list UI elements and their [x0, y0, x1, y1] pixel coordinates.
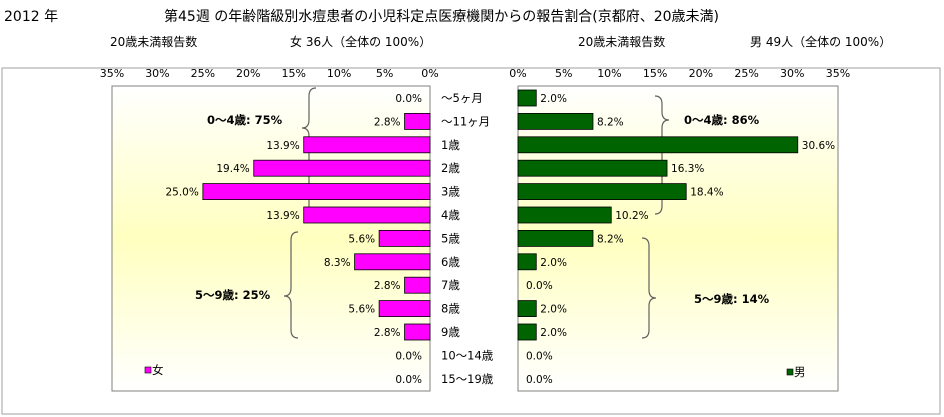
female-data-label: 8.3% — [324, 257, 351, 269]
male-bar — [517, 136, 799, 154]
male-data-label: 2.0% — [540, 257, 567, 269]
category-label: 2歳 — [441, 161, 460, 175]
male-data-label: 8.2% — [597, 116, 624, 128]
male-data-label: 0.0% — [526, 280, 553, 292]
female-data-label: 5.6% — [348, 304, 375, 316]
left-x-tick-label: 35% — [100, 67, 124, 80]
category-label: 7歳 — [441, 278, 460, 292]
female-bar — [404, 276, 431, 294]
female-bar — [303, 206, 431, 224]
category-label: ～5ヶ月 — [441, 91, 483, 105]
female-bar — [378, 300, 431, 318]
female-data-label: 2.8% — [374, 116, 401, 128]
chart-frame — [1, 67, 941, 415]
category-label: 10～14歳 — [441, 348, 494, 362]
female-data-label: 0.0% — [395, 93, 422, 105]
male-data-label: 0.0% — [526, 350, 553, 362]
left-summary: 女 36人（全体の 100%） — [290, 35, 432, 49]
right-x-tick-label: 30% — [780, 67, 804, 80]
category-label: ～11ヶ月 — [441, 114, 490, 128]
female-bar — [404, 323, 431, 341]
female-data-label: 19.4% — [216, 163, 249, 175]
right-group-label-5-9: 5～9歳: 14% — [694, 292, 770, 306]
male-bar — [517, 253, 537, 271]
left-x-tick-label: 20% — [236, 67, 260, 80]
female-bar — [354, 253, 431, 271]
category-label: 4歳 — [441, 208, 460, 222]
male-bar — [517, 113, 594, 130]
male-legend-swatch — [786, 368, 794, 376]
right-summary: 男 49人（全体の 100%） — [750, 35, 892, 49]
category-label: 8歳 — [441, 302, 460, 316]
male-data-label: 8.2% — [597, 233, 624, 245]
male-data-label: 30.6% — [802, 140, 835, 152]
left-x-tick-label: 5% — [376, 67, 393, 80]
left-x-tick-label: 25% — [191, 67, 215, 80]
left-x-tick-label: 15% — [281, 67, 305, 80]
left-x-tick-label: 30% — [145, 67, 169, 80]
category-label: 5歳 — [441, 231, 460, 245]
female-data-label: 25.0% — [165, 187, 198, 199]
male-data-label: 2.0% — [540, 93, 567, 105]
male-bar — [517, 89, 537, 107]
female-data-label: 0.0% — [395, 374, 422, 386]
category-label: 15～19歳 — [441, 372, 494, 386]
male-data-label: 2.0% — [540, 304, 567, 316]
category-label: 9歳 — [441, 325, 460, 339]
right-group-label-0-4: 0～4歳: 86% — [684, 113, 760, 127]
female-data-label: 0.0% — [395, 350, 422, 362]
right-brace-0-4 — [654, 95, 670, 215]
category-label: 1歳 — [441, 138, 460, 152]
female-bar — [253, 159, 431, 177]
chart-year: 2012 年 — [4, 9, 59, 25]
left-x-tick-label: 10% — [327, 67, 351, 80]
male-data-label: 2.0% — [540, 327, 567, 339]
male-data-label: 10.2% — [615, 210, 648, 222]
female-legend-label: 女 — [152, 363, 164, 377]
left-report-label: 20歳未満報告数 — [110, 35, 198, 49]
chart-title: 第45週 の年齢階級別水痘患者の小児科定点医療機関からの報告割合(京都府、20歳… — [164, 9, 720, 25]
right-brace-5-9 — [641, 237, 657, 339]
female-data-label: 13.9% — [266, 210, 299, 222]
right-x-tick-label: 25% — [734, 67, 758, 80]
right-x-tick-label: 10% — [597, 67, 621, 80]
male-bar — [517, 159, 668, 177]
male-data-label: 16.3% — [671, 163, 704, 175]
category-label: 3歳 — [441, 185, 460, 199]
male-data-label: 18.4% — [690, 187, 723, 199]
male-bar — [517, 206, 612, 224]
left-x-tick-label: 0% — [421, 67, 438, 80]
left-group-label-5-9: 5～9歳: 25% — [195, 288, 271, 302]
left-group-label-0-4: 0～4歳: 75% — [207, 113, 283, 127]
male-bar — [517, 229, 594, 247]
female-bar — [404, 113, 431, 130]
female-data-label: 2.8% — [374, 280, 401, 292]
left-brace-5-9 — [283, 231, 299, 339]
right-x-tick-label: 35% — [826, 67, 850, 80]
right-x-tick-label: 5% — [555, 67, 572, 80]
female-data-label: 13.9% — [266, 140, 299, 152]
female-data-label: 5.6% — [348, 233, 375, 245]
male-bar — [517, 183, 687, 201]
right-x-tick-label: 15% — [643, 67, 667, 80]
right-report-label: 20歳未満報告数 — [578, 35, 666, 49]
female-legend-swatch — [144, 366, 152, 374]
female-bar — [378, 229, 431, 247]
male-bar — [517, 300, 537, 318]
right-x-tick-label: 0% — [509, 67, 526, 80]
female-bar — [303, 136, 431, 154]
female-bar — [202, 183, 431, 201]
female-data-label: 2.8% — [374, 327, 401, 339]
category-label: 6歳 — [441, 255, 460, 269]
right-x-tick-label: 20% — [689, 67, 713, 80]
male-legend-label: 男 — [794, 365, 806, 379]
male-bar — [517, 323, 537, 341]
male-data-label: 0.0% — [526, 374, 553, 386]
